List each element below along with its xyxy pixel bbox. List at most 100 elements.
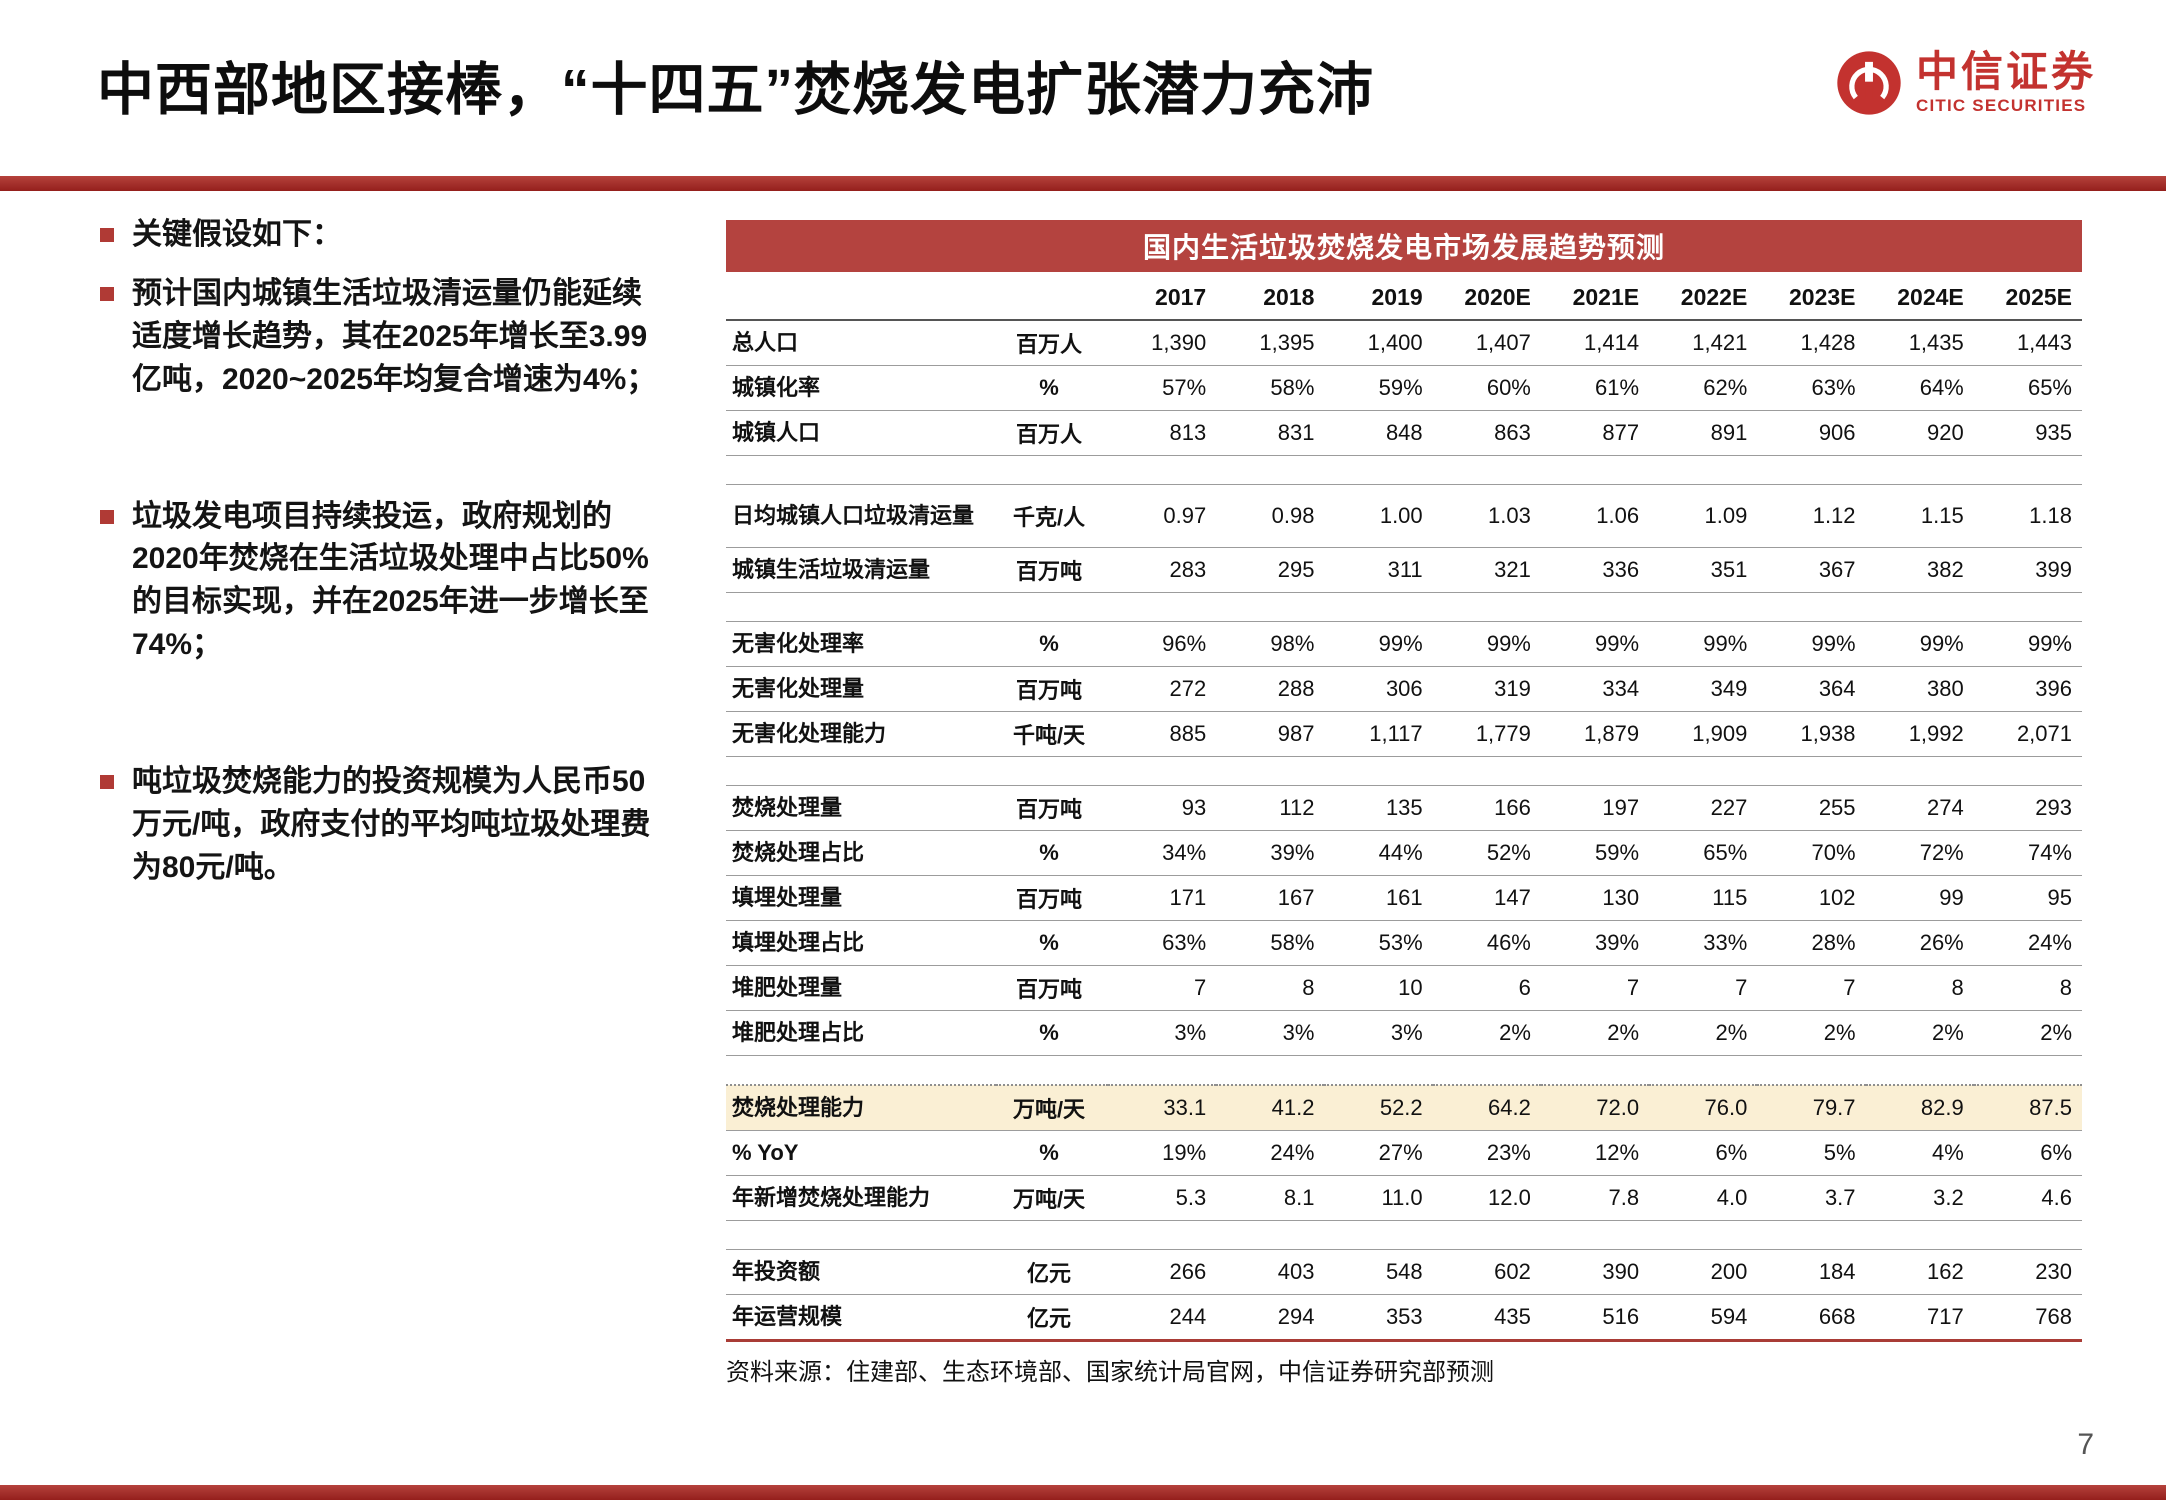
table-gap-row (726, 455, 2082, 485)
table-row: 堆肥处理量 百万吨 7 8 10 6 7 7 7 8 8 (726, 965, 2082, 1011)
row-value: 19% (1108, 1130, 1217, 1176)
row-unit: 百万吨 (996, 547, 1108, 593)
row-value: 7.8 (1540, 1175, 1650, 1221)
table-row: 年运营规模 亿元 244 294 353 435 516 594 668 717 768 (726, 1294, 2082, 1342)
footer-bar (0, 1485, 2166, 1500)
row-value: 987 (1216, 711, 1325, 757)
row-value: 26% (1865, 920, 1974, 966)
row-value: 717 (1865, 1294, 1974, 1342)
row-label: 城镇人口 (726, 410, 996, 456)
row-label: 城镇化率 (726, 365, 996, 411)
row-value: 64% (1865, 365, 1974, 411)
row-value: 396 (1973, 666, 2082, 712)
row-value: 12% (1540, 1130, 1650, 1176)
row-value: 516 (1540, 1294, 1650, 1342)
row-label: 年新增焚烧处理能力 (726, 1175, 996, 1221)
row-value: 5% (1757, 1130, 1866, 1176)
row-value: 1,117 (1324, 711, 1433, 757)
row-value: 768 (1973, 1294, 2082, 1342)
row-value: 813 (1108, 410, 1217, 456)
row-value: 353 (1324, 1294, 1433, 1342)
row-unit: 百万人 (996, 320, 1108, 366)
row-value: 380 (1865, 666, 1974, 712)
row-value: 63% (1108, 920, 1217, 966)
bullet-item-text: 预计国内城镇生活垃圾清运量仍能延续适度增长趋势，其在2025年增长至3.99亿吨… (132, 276, 657, 396)
row-value: 230 (1973, 1249, 2082, 1295)
row-value: 24% (1216, 1130, 1325, 1176)
header-divider-bar (0, 176, 2166, 191)
row-unit: 百万吨 (996, 875, 1108, 921)
row-unit: 百万吨 (996, 965, 1108, 1011)
table-row: 无害化处理量 百万吨 272 288 306 319 334 349 364 380 396 (726, 666, 2082, 712)
row-value: 27% (1324, 1130, 1433, 1176)
row-unit: % (996, 1010, 1108, 1056)
row-unit: % (996, 621, 1108, 667)
row-value: 1,992 (1865, 711, 1974, 757)
row-value: 306 (1324, 666, 1433, 712)
bullet-marker-icon (100, 228, 114, 242)
row-value: 2% (1649, 1010, 1758, 1056)
row-value: 8 (1973, 965, 2082, 1011)
row-value: 831 (1216, 410, 1325, 456)
year-header: 2022E (1649, 274, 1758, 321)
row-value: 311 (1324, 547, 1433, 593)
row-value: 82.9 (1865, 1085, 1974, 1131)
row-value: 349 (1649, 666, 1758, 712)
row-value: 885 (1108, 711, 1217, 757)
row-value: 6 (1432, 965, 1541, 1011)
table-row: 焚烧处理占比% 34% 39% 44% 52% 59% 65% 70% 72% 74% (726, 830, 2082, 876)
row-value: 351 (1649, 547, 1758, 593)
row-value: 200 (1649, 1249, 1758, 1295)
row-value: 1,414 (1540, 320, 1650, 366)
row-value: 594 (1649, 1294, 1758, 1342)
row-value: 1,779 (1432, 711, 1541, 757)
row-value: 3% (1324, 1010, 1433, 1056)
row-value: 266 (1108, 1249, 1217, 1295)
row-value: 70% (1757, 830, 1866, 876)
row-value: 294 (1216, 1294, 1325, 1342)
table-row: 焚烧处理能力 万吨/天 33.1 41.2 52.2 64.2 72.0 76.0 79.7 82… (726, 1085, 2082, 1131)
row-value: 72.0 (1540, 1085, 1650, 1131)
row-value: 102 (1757, 875, 1866, 921)
row-value: 255 (1757, 785, 1866, 831)
row-value: 1,407 (1432, 320, 1541, 366)
row-value: 41.2 (1216, 1085, 1325, 1131)
row-value: 403 (1216, 1249, 1325, 1295)
row-unit: 百万吨 (996, 785, 1108, 831)
row-value: 63% (1757, 365, 1866, 411)
row-value: 99% (1324, 621, 1433, 667)
source-note: 资料来源：住建部、生态环境部、国家统计局官网，中信证券研究部预测 (726, 1359, 1494, 1386)
row-value: 399 (1973, 547, 2082, 593)
bullet-marker-icon (100, 775, 114, 790)
row-value: 3% (1108, 1010, 1217, 1056)
table-row: 年投资额 亿元 266 403 548 602 390 200 184 162 230 (726, 1249, 2082, 1295)
row-label: 总人口 (726, 320, 996, 366)
row-value: 130 (1540, 875, 1650, 921)
forecast-table-area: 国内生活垃圾焚烧发电市场发展趋势预测 2017 2018 2019 2020E 2021… (726, 220, 2082, 1342)
row-value: 147 (1432, 875, 1541, 921)
row-value: 274 (1865, 785, 1974, 831)
row-value: 336 (1540, 547, 1650, 593)
row-value: 44% (1324, 830, 1433, 876)
year-header: 2023E (1757, 274, 1866, 321)
row-value: 8.1 (1216, 1175, 1325, 1221)
row-value: 295 (1216, 547, 1325, 593)
row-value: 52.2 (1324, 1085, 1433, 1131)
year-header: 2017 (1108, 274, 1217, 321)
row-value: 99 (1865, 875, 1974, 921)
row-value: 99% (1865, 621, 1974, 667)
row-label: 城镇生活垃圾清运量 (726, 547, 996, 593)
row-value: 6% (1973, 1130, 2082, 1176)
row-value: 2% (1757, 1010, 1866, 1056)
row-value: 11.0 (1324, 1175, 1433, 1221)
row-value: 0.97 (1108, 484, 1217, 548)
bullet-item: 吨垃圾焚烧能力的投资规模为人民币50万元/吨，政府支付的平均吨垃圾处理费为80元… (100, 761, 670, 890)
row-value: 920 (1865, 410, 1974, 456)
bullet-marker-icon (100, 509, 114, 524)
bullet-item: 垃圾发电项目持续投运，政府规划的2020年焚烧在生活垃圾处理中占比50%的目标实… (100, 496, 670, 668)
table-row: 填埋处理量 百万吨 171 167 161 147 130 115 102 99 95 (726, 875, 2082, 921)
row-value: 98% (1216, 621, 1325, 667)
row-value: 334 (1540, 666, 1650, 712)
row-label: 年运营规模 (726, 1294, 996, 1342)
row-value: 2% (1865, 1010, 1974, 1056)
